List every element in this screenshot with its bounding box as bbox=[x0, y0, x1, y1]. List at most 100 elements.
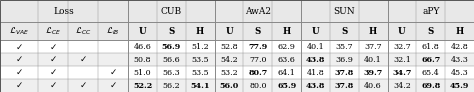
Text: 53.2: 53.2 bbox=[220, 69, 238, 77]
Text: 42.8: 42.8 bbox=[451, 43, 468, 51]
Bar bbox=[330, 53, 359, 66]
Text: $\mathcal{L}_{VAE}$: $\mathcal{L}_{VAE}$ bbox=[9, 26, 29, 37]
Bar bbox=[272, 66, 301, 79]
Text: 52.8: 52.8 bbox=[220, 43, 238, 51]
Bar bbox=[301, 66, 330, 79]
Text: 46.6: 46.6 bbox=[134, 43, 152, 51]
Text: 45.9: 45.9 bbox=[450, 82, 469, 90]
Text: 34.2: 34.2 bbox=[393, 82, 411, 90]
Text: S: S bbox=[428, 27, 434, 36]
Text: CUB: CUB bbox=[161, 7, 182, 16]
Text: 36.9: 36.9 bbox=[335, 56, 353, 64]
Bar bbox=[272, 40, 301, 53]
Text: 37.7: 37.7 bbox=[365, 43, 382, 51]
Bar bbox=[215, 40, 244, 53]
Text: ✓: ✓ bbox=[15, 68, 23, 77]
Bar bbox=[98, 66, 128, 79]
Text: ✓: ✓ bbox=[15, 55, 23, 64]
Text: U: U bbox=[311, 27, 319, 36]
Text: 43.8: 43.8 bbox=[306, 56, 325, 64]
Bar bbox=[215, 0, 244, 22]
Text: 43.3: 43.3 bbox=[451, 56, 468, 64]
Bar bbox=[416, 0, 445, 22]
Bar bbox=[445, 66, 474, 79]
Bar bbox=[0, 22, 38, 40]
Bar bbox=[68, 22, 98, 40]
Bar bbox=[272, 22, 301, 40]
Bar bbox=[186, 53, 215, 66]
Bar bbox=[416, 22, 445, 40]
Bar bbox=[157, 40, 186, 53]
Text: 77.9: 77.9 bbox=[248, 43, 267, 51]
Bar bbox=[215, 79, 244, 92]
Text: 40.6: 40.6 bbox=[364, 82, 382, 90]
Text: 56.2: 56.2 bbox=[163, 82, 180, 90]
Bar bbox=[244, 66, 272, 79]
Bar bbox=[301, 53, 330, 66]
Text: 37.8: 37.8 bbox=[335, 82, 354, 90]
Bar bbox=[157, 53, 186, 66]
Text: 64.1: 64.1 bbox=[278, 69, 296, 77]
Bar bbox=[445, 53, 474, 66]
Bar bbox=[416, 40, 445, 53]
Bar bbox=[38, 0, 68, 22]
Bar bbox=[38, 79, 68, 92]
Bar bbox=[272, 0, 301, 22]
Text: 39.7: 39.7 bbox=[364, 69, 383, 77]
Bar bbox=[68, 53, 98, 66]
Text: 61.8: 61.8 bbox=[422, 43, 440, 51]
Text: 56.9: 56.9 bbox=[162, 43, 181, 51]
Bar bbox=[330, 40, 359, 53]
Text: S: S bbox=[255, 27, 261, 36]
Text: 54.2: 54.2 bbox=[220, 56, 238, 64]
Bar bbox=[388, 79, 416, 92]
Bar bbox=[215, 22, 244, 40]
Text: 80.0: 80.0 bbox=[249, 82, 266, 90]
Text: aPY: aPY bbox=[422, 7, 439, 16]
Text: 53.5: 53.5 bbox=[191, 56, 209, 64]
Text: $\mathcal{L}_{IB}$: $\mathcal{L}_{IB}$ bbox=[106, 26, 120, 37]
Bar bbox=[215, 53, 244, 66]
Bar bbox=[0, 53, 38, 66]
Bar bbox=[388, 40, 416, 53]
Bar bbox=[38, 66, 68, 79]
Bar bbox=[128, 40, 157, 53]
Bar bbox=[416, 66, 445, 79]
Bar bbox=[244, 53, 272, 66]
Text: H: H bbox=[456, 27, 464, 36]
Bar bbox=[215, 66, 244, 79]
Text: 35.7: 35.7 bbox=[336, 43, 353, 51]
Text: 50.8: 50.8 bbox=[134, 56, 151, 64]
Text: 40.1: 40.1 bbox=[307, 43, 324, 51]
Bar bbox=[68, 79, 98, 92]
Text: 80.7: 80.7 bbox=[248, 69, 267, 77]
Text: 45.3: 45.3 bbox=[451, 69, 468, 77]
Text: 69.8: 69.8 bbox=[421, 82, 440, 90]
Text: U: U bbox=[225, 27, 233, 36]
Bar bbox=[38, 22, 68, 40]
Bar bbox=[128, 66, 157, 79]
Text: 56.3: 56.3 bbox=[163, 69, 180, 77]
Bar bbox=[330, 66, 359, 79]
Bar bbox=[416, 79, 445, 92]
Bar bbox=[445, 0, 474, 22]
Text: 65.4: 65.4 bbox=[422, 69, 440, 77]
Text: 32.1: 32.1 bbox=[393, 56, 411, 64]
Bar bbox=[272, 79, 301, 92]
Text: 56.0: 56.0 bbox=[219, 82, 238, 90]
Bar bbox=[0, 0, 38, 22]
Bar bbox=[68, 40, 98, 53]
Text: 32.7: 32.7 bbox=[393, 43, 411, 51]
Text: S: S bbox=[168, 27, 174, 36]
Bar bbox=[186, 22, 215, 40]
Bar bbox=[98, 53, 128, 66]
Text: 34.7: 34.7 bbox=[392, 69, 411, 77]
Text: $\mathcal{L}_{CC}$: $\mathcal{L}_{CC}$ bbox=[75, 26, 91, 37]
Text: U: U bbox=[398, 27, 406, 36]
Bar bbox=[186, 66, 215, 79]
Text: 62.9: 62.9 bbox=[278, 43, 296, 51]
Bar bbox=[359, 53, 388, 66]
Bar bbox=[330, 22, 359, 40]
Text: Loss: Loss bbox=[54, 7, 74, 16]
Bar bbox=[301, 40, 330, 53]
